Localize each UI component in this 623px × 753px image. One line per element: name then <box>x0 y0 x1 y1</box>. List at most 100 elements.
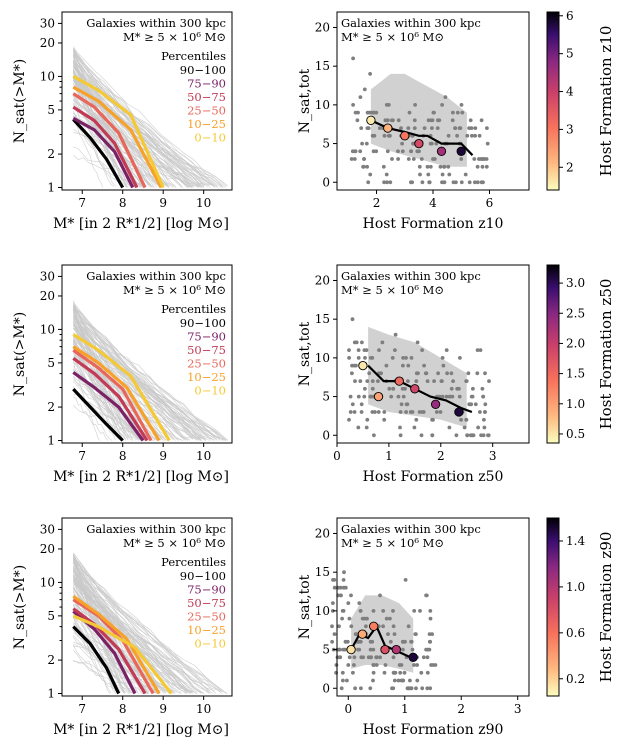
y-tick-label: 0 <box>322 428 330 442</box>
x-tick-label: 1 <box>385 449 393 463</box>
scatter-point <box>432 110 436 115</box>
y-tick-label: 5 <box>47 356 55 370</box>
x-axis-label: Host Formation z90 <box>363 722 504 738</box>
scatter-point <box>418 172 422 177</box>
scatter-point <box>412 118 417 123</box>
scatter-point <box>383 663 388 667</box>
y-tick-label: 2 <box>47 147 55 161</box>
scatter-point <box>382 670 387 675</box>
scatter-point <box>371 149 376 154</box>
scatter-point <box>370 133 375 138</box>
scatter-point <box>465 133 470 138</box>
scatter-point <box>350 402 355 407</box>
scatter-point <box>416 371 420 376</box>
background-curve <box>73 577 191 694</box>
scatter-point <box>385 180 389 185</box>
scatter-point <box>340 616 344 621</box>
scatter-point <box>412 425 417 430</box>
scatter-point <box>432 157 437 161</box>
scatter-point <box>451 180 456 185</box>
scatter-point <box>401 394 406 399</box>
scatter-point <box>330 609 335 613</box>
background-curve <box>73 305 227 441</box>
scatter-point <box>417 149 421 154</box>
scatter-point <box>406 363 411 368</box>
scatter-point <box>366 180 371 185</box>
y-tick-label: 5 <box>322 390 330 404</box>
legend-entry-0−10: 0−10 <box>194 384 226 398</box>
series-line-10−25 <box>72 594 161 695</box>
scatter-point <box>401 647 405 652</box>
scatter-point <box>428 686 433 691</box>
scatter-point <box>339 593 343 598</box>
y-axis-label: N_sat,tot <box>297 321 313 386</box>
legend-entry-25−50: 25−50 <box>187 104 226 118</box>
scatter-point <box>369 394 373 399</box>
scatter-point <box>396 394 401 399</box>
colorbar-label: Host Formation z90 <box>597 532 615 683</box>
scatter-point <box>459 180 464 185</box>
scatter-point <box>434 410 439 414</box>
scatter-point <box>447 425 452 430</box>
background-curve <box>72 339 124 441</box>
scatter-point <box>444 348 449 352</box>
legend-entry-10−25: 10−25 <box>187 623 226 637</box>
scatter-point <box>352 663 356 667</box>
scatter-point <box>386 103 391 107</box>
scatter-point <box>418 609 422 613</box>
scatter-point <box>425 379 430 383</box>
colorbar-tick-label: 3 <box>566 122 574 136</box>
scatter-point <box>343 639 348 644</box>
scatter-point <box>432 379 436 383</box>
scatter-point <box>430 417 434 422</box>
percentile-marker <box>454 407 464 417</box>
scatter-point <box>390 118 394 123</box>
legend-entry-0−10: 0−10 <box>194 637 226 651</box>
scatter-point <box>480 386 485 391</box>
background-curve <box>73 643 182 694</box>
scatter-point <box>401 678 406 683</box>
scatter-point <box>455 133 459 138</box>
percentile-marker <box>436 146 447 156</box>
scatter-point <box>363 386 367 391</box>
scatter-point <box>473 402 478 407</box>
x-tick-label: 1 <box>401 702 409 716</box>
scatter-point <box>341 578 346 582</box>
scatter-point <box>428 616 433 621</box>
y-tick-label: 30 <box>40 269 55 283</box>
scatter-point <box>373 410 377 414</box>
x-tick-label: 2 <box>437 449 445 463</box>
scatter-point <box>437 118 442 123</box>
background-curve <box>73 561 189 694</box>
background-curve <box>73 48 227 187</box>
scatter-point <box>455 110 460 115</box>
y-tick-label: 0 <box>322 175 330 189</box>
scatter-point <box>370 639 375 644</box>
x-tick-label: 7 <box>78 702 86 716</box>
scatter-point <box>406 624 411 629</box>
y-axis-label: N_sat(>M*) <box>12 59 28 143</box>
legend-entry-90−100: 90−100 <box>180 316 226 330</box>
scatter-point <box>425 164 430 169</box>
y-tick-label: 10 <box>40 575 55 589</box>
scatter-point <box>420 180 425 185</box>
scatter-point <box>365 417 370 422</box>
scatter-point <box>338 585 343 590</box>
series-line-75−90 <box>72 371 145 442</box>
scatter-point <box>438 410 443 414</box>
colorbar-tick-label: 0.2 <box>566 672 585 686</box>
legend-title: Percentiles <box>161 555 226 569</box>
scatter-point <box>356 425 361 430</box>
scatter-point <box>450 118 455 123</box>
background-curve <box>73 77 222 188</box>
y-tick-label: 1 <box>47 181 55 195</box>
scatter-point <box>368 647 373 652</box>
scatter-point <box>358 609 363 613</box>
scatter-point <box>425 655 430 660</box>
y-tick-label: 10 <box>315 604 330 618</box>
scatter-point <box>349 157 354 161</box>
scatter-point <box>454 433 459 438</box>
x-tick-label: 10 <box>196 196 211 210</box>
scatter-panel-z50: 0 1 2 3 0 5 10 15 20 N_sat,tot Host Formation z50 G… <box>297 264 530 485</box>
background-curve <box>73 80 218 188</box>
